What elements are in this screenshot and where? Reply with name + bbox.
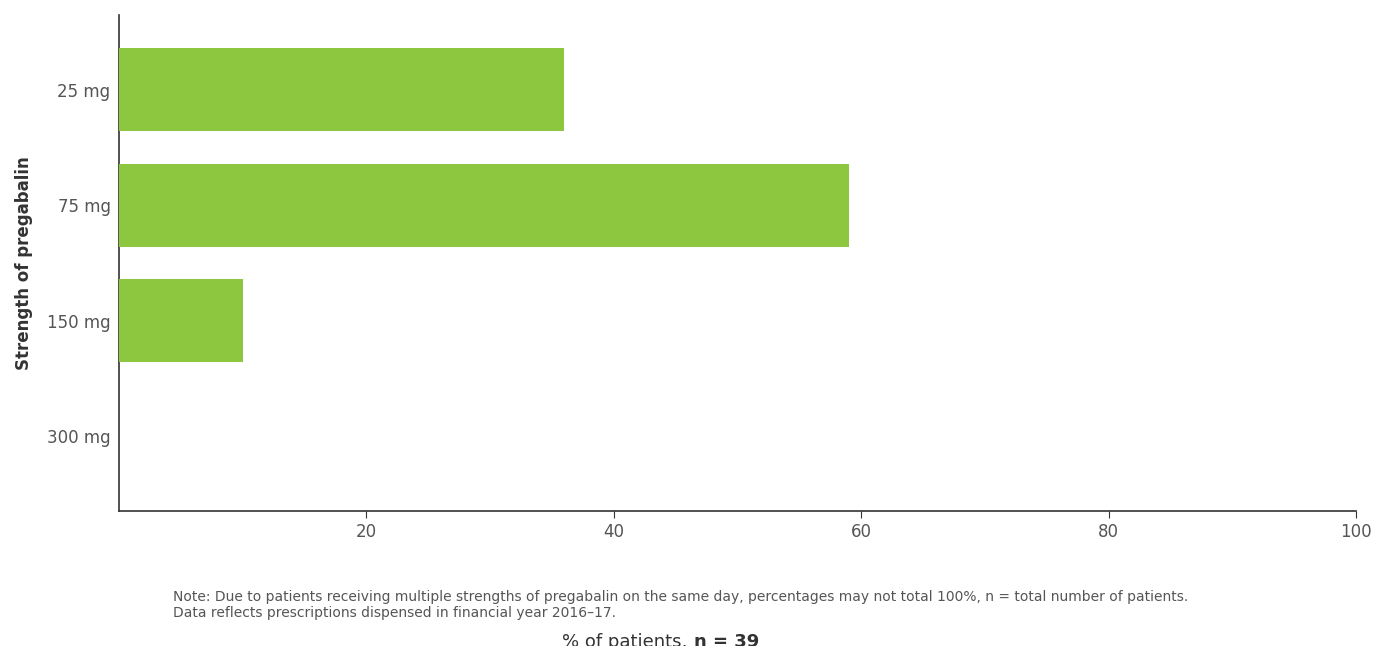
- Y-axis label: Strength of pregabalin: Strength of pregabalin: [15, 156, 33, 370]
- Bar: [119, 48, 565, 131]
- Bar: [119, 279, 243, 362]
- Text: % of patients,: % of patients,: [563, 633, 694, 646]
- Bar: [119, 163, 849, 247]
- Text: Note: Due to patients receiving multiple strengths of pregabalin on the same day: Note: Due to patients receiving multiple…: [173, 590, 1189, 620]
- Text: n = 39: n = 39: [694, 633, 759, 646]
